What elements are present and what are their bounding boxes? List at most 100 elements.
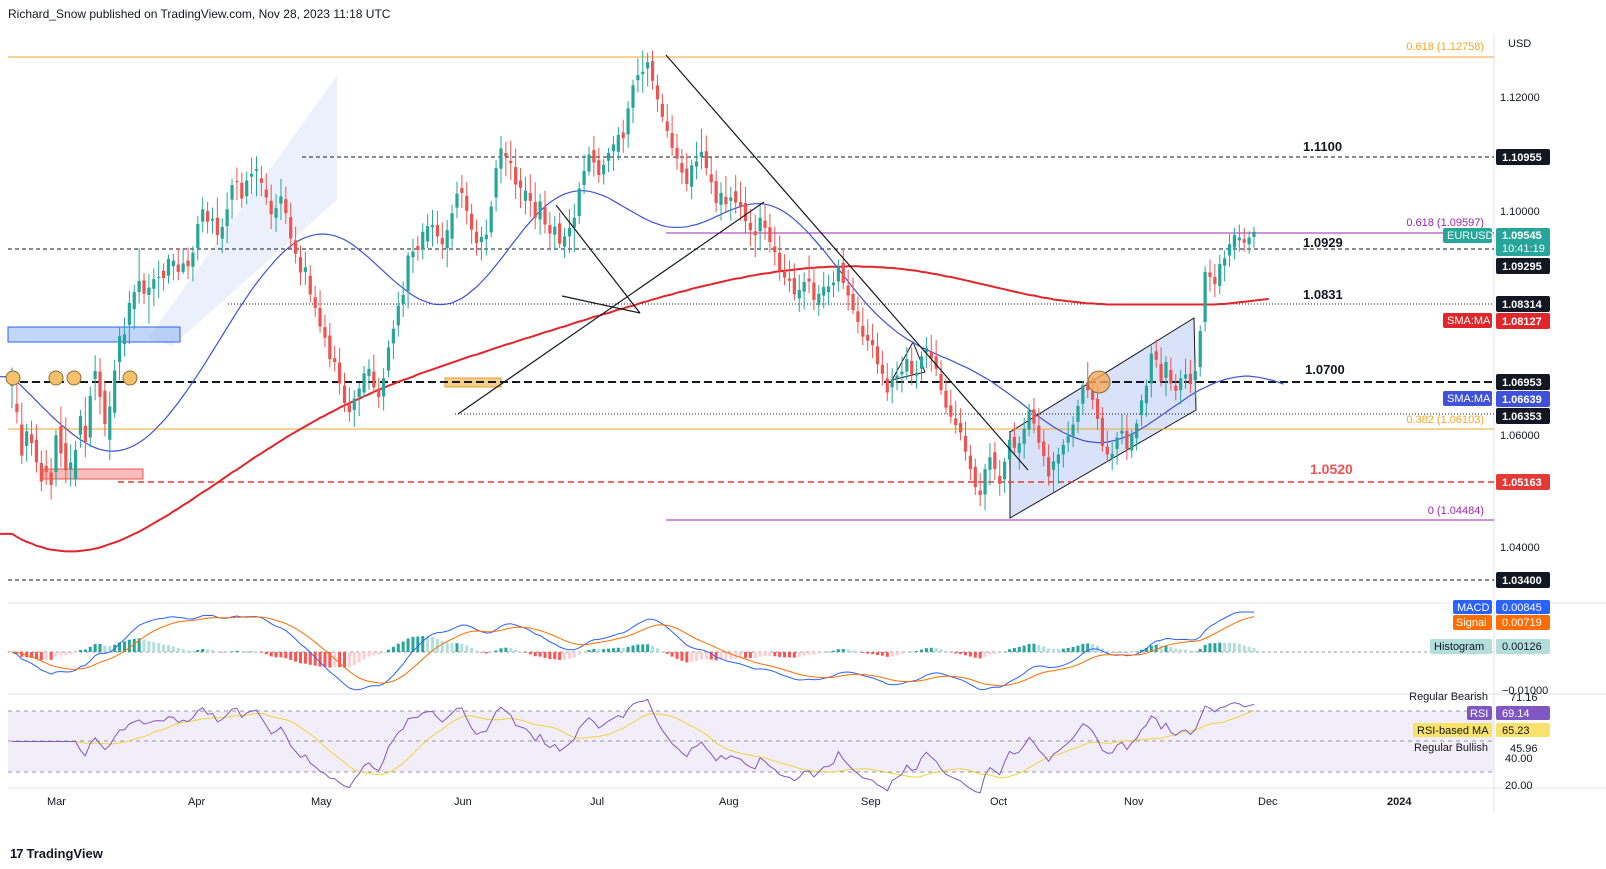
candle (245, 171, 249, 205)
candle (514, 148, 518, 200)
candle-body (69, 462, 73, 470)
trendline-mid-june (457, 201, 765, 415)
candle (646, 52, 650, 87)
candle (137, 248, 141, 304)
candle (1120, 413, 1124, 445)
macd-hist-bar (1003, 651, 1007, 653)
candle (915, 360, 919, 389)
candle-body (963, 435, 968, 452)
candle (518, 168, 523, 209)
candle-body (1047, 457, 1051, 477)
candle (450, 204, 454, 248)
candle (587, 146, 591, 176)
candle (660, 93, 664, 122)
candle-body (323, 327, 327, 338)
macd-hist-bar (861, 652, 865, 653)
candle-body (866, 334, 870, 341)
candle (641, 50, 645, 93)
macd-panel[interactable]: MACD 0.00845 Signal 0.00719 Histogram 0.… (8, 600, 1550, 697)
price-axis[interactable]: USD 1.12000 1.10000 1.06000 1.04000 1.10… (1443, 38, 1550, 588)
candle-body (98, 371, 102, 397)
time-label-sep: Sep (861, 796, 881, 808)
level-10700-label: 1.0700 (1305, 362, 1345, 377)
macd-hist-bar (367, 652, 371, 657)
price-tick-104000: 1.04000 (1500, 542, 1540, 554)
macd-hist-bar (797, 652, 801, 658)
candle (1110, 442, 1114, 471)
rsi-panel[interactable]: Regular Bearish 71.16 RSI 69.14 RSI-base… (8, 691, 1550, 794)
macd-hist-bar (1037, 644, 1041, 652)
candle (147, 274, 151, 324)
candle-body (685, 168, 689, 184)
candle-body (83, 425, 87, 443)
macd-hist-bar (1120, 651, 1124, 653)
candle (812, 267, 816, 311)
candle (1188, 359, 1193, 394)
candle (303, 251, 307, 285)
macd-hist-bar (959, 652, 963, 655)
candle-body (484, 234, 488, 240)
candle (851, 277, 855, 315)
macd-hist-bar (646, 644, 650, 652)
macd-hist-bar (343, 652, 347, 668)
tradingview-logo[interactable]: 17 TradingView (10, 846, 103, 861)
macd-hist-bar (289, 652, 293, 660)
macd-hist-bar (778, 652, 782, 657)
candle (577, 182, 581, 224)
candle (1247, 231, 1251, 254)
rsi-val-bg (1496, 706, 1550, 720)
candle (582, 154, 586, 195)
candle (1139, 394, 1144, 427)
macd-hist-bar (1076, 645, 1080, 652)
macd-hist-bar (509, 648, 513, 652)
regular-bearish-label: Regular Bearish (1409, 691, 1488, 703)
candle-body (782, 271, 787, 278)
candle (993, 442, 997, 480)
macd-hist-bar (988, 652, 992, 655)
candle-body (885, 378, 889, 393)
tag-10516-text: 1.05163 (1502, 477, 1542, 489)
macd-hist-bar (1042, 646, 1046, 652)
candle (484, 219, 488, 256)
candle-body (509, 160, 513, 164)
macd-hist-bar (240, 651, 244, 653)
macd-hist-bar (558, 652, 562, 660)
candle (494, 160, 498, 212)
macd-hist-bar (44, 652, 48, 660)
candle (108, 391, 112, 461)
candle-body (621, 132, 625, 139)
candle-body (59, 426, 63, 454)
candle (704, 135, 708, 176)
candle-body (44, 465, 48, 472)
macd-hist-bar (533, 652, 537, 657)
macd-hist-bar (1032, 643, 1036, 652)
macd-hist-bar (1081, 643, 1085, 652)
candle-body (548, 225, 552, 234)
candle (807, 255, 811, 294)
candle-body (391, 328, 396, 344)
candle-body (396, 305, 400, 326)
candle-body (851, 293, 855, 311)
time-axis[interactable]: Mar Apr May Jun Jul Aug Sep Oct Nov Dec … (47, 796, 1412, 808)
macd-hist-bar (1188, 650, 1192, 652)
tradingview-logo-text: TradingView (26, 846, 103, 861)
candle (963, 421, 968, 461)
candle (69, 444, 73, 487)
candle (470, 203, 474, 244)
candle-body (1183, 374, 1188, 379)
macd-hist-bar (455, 643, 459, 652)
candle (949, 389, 953, 424)
macd-hist-bar (763, 652, 767, 657)
candle (39, 450, 43, 492)
macd-histogram (10, 636, 1256, 668)
sma-50-line (0, 190, 1284, 452)
macd-hist-bar (230, 651, 234, 652)
rsi-val: 69.14 (1502, 708, 1530, 720)
sma-50-series (0, 190, 1284, 452)
candle-body (245, 180, 249, 197)
time-label-apr: Apr (188, 796, 205, 808)
candle-body (1032, 409, 1036, 424)
candle (880, 350, 884, 386)
macd-hist-bar (235, 650, 239, 652)
